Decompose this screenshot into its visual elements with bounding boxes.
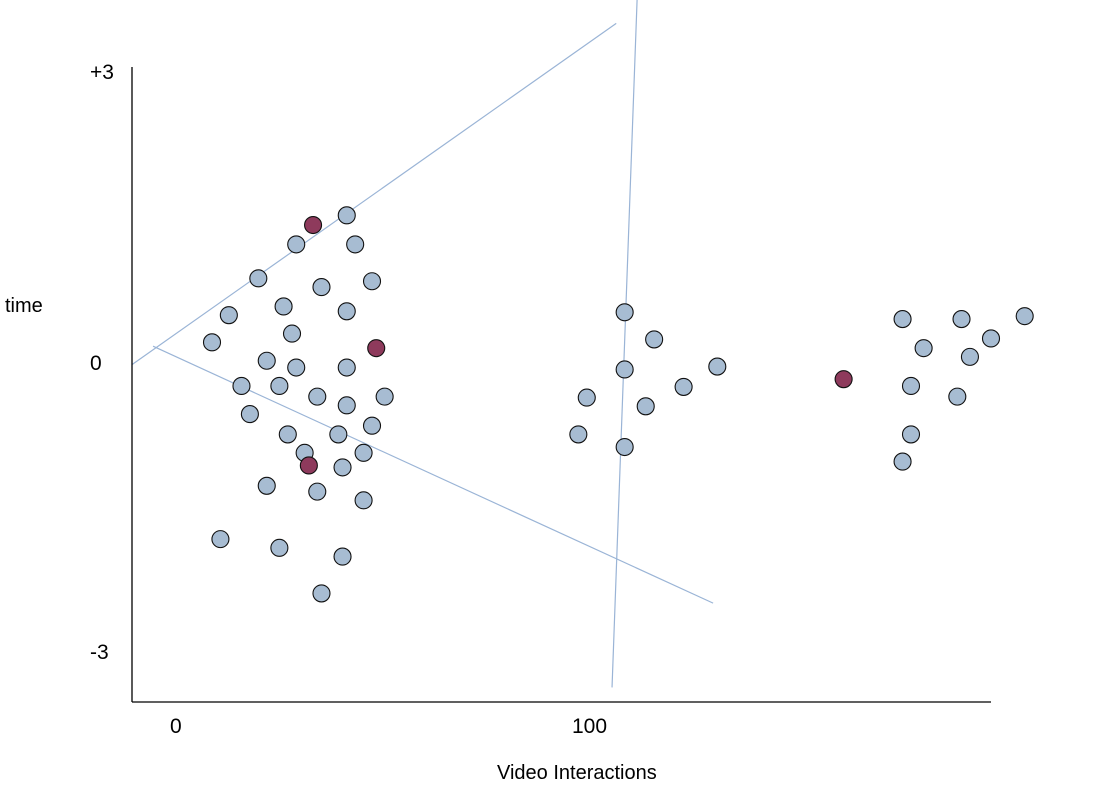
data-point-34 (615, 303, 634, 322)
data-point-28 (308, 482, 327, 501)
data-point-1 (337, 206, 356, 225)
data-point-42 (615, 437, 634, 457)
data-point-10 (282, 324, 302, 343)
data-point-46 (914, 339, 933, 358)
data-point-18 (375, 387, 394, 406)
data-point-19 (240, 405, 259, 424)
data-point-37 (708, 357, 727, 376)
highlighted-point-4 (834, 370, 853, 389)
data-point-30 (211, 530, 230, 549)
data-point-43 (893, 310, 912, 329)
data-point-38 (674, 377, 693, 396)
data-point-48 (960, 347, 979, 366)
highlighted-point-3 (299, 456, 318, 475)
data-point-35 (645, 330, 664, 349)
data-point-9 (219, 306, 238, 325)
trend-line-3 (611, 0, 638, 688)
y-tick-label-bottom: -3 (90, 641, 109, 664)
data-point-12 (257, 351, 276, 370)
data-point-47 (981, 329, 1001, 348)
data-points (202, 206, 1034, 603)
data-point-52 (893, 452, 912, 471)
data-point-11 (202, 333, 222, 352)
data-point-45 (1015, 307, 1034, 326)
data-point-3 (346, 235, 365, 254)
y-tick-label-top: +3 (90, 61, 114, 84)
data-point-51 (901, 425, 921, 444)
data-point-8 (337, 302, 356, 321)
data-point-33 (312, 584, 331, 603)
y-tick-label-zero: 0 (90, 352, 102, 375)
data-point-17 (308, 387, 327, 406)
data-point-49 (901, 376, 921, 396)
data-point-13 (287, 358, 306, 377)
data-point-14 (337, 358, 356, 377)
x-tick-label-100: 100 (572, 715, 608, 738)
data-point-23 (329, 425, 348, 444)
data-point-39 (577, 388, 596, 407)
data-point-36 (615, 360, 634, 379)
x-axis-label: Video Interactions (497, 762, 657, 784)
axes (131, 67, 991, 703)
data-point-20 (337, 396, 356, 415)
data-point-16 (270, 376, 289, 396)
data-point-41 (569, 425, 588, 444)
data-point-22 (278, 425, 297, 444)
data-point-15 (232, 376, 251, 396)
data-point-6 (362, 272, 382, 291)
data-point-31 (270, 538, 289, 557)
data-point-26 (333, 458, 352, 477)
data-point-21 (362, 416, 382, 435)
data-point-25 (354, 443, 373, 462)
data-point-40 (636, 397, 655, 416)
data-point-7 (274, 297, 293, 316)
x-tick-label-0: 0 (170, 715, 182, 738)
data-point-32 (333, 547, 352, 566)
data-point-4 (249, 269, 268, 288)
data-point-27 (257, 476, 276, 495)
trend-line-1 (131, 22, 617, 366)
data-point-29 (354, 491, 373, 510)
data-point-50 (948, 387, 967, 406)
data-point-44 (952, 310, 971, 329)
highlighted-point-2 (367, 339, 386, 358)
y-axis-label: time (5, 295, 43, 317)
highlighted-point-1 (304, 215, 323, 235)
data-point-2 (287, 235, 306, 254)
data-point-5 (312, 278, 331, 297)
